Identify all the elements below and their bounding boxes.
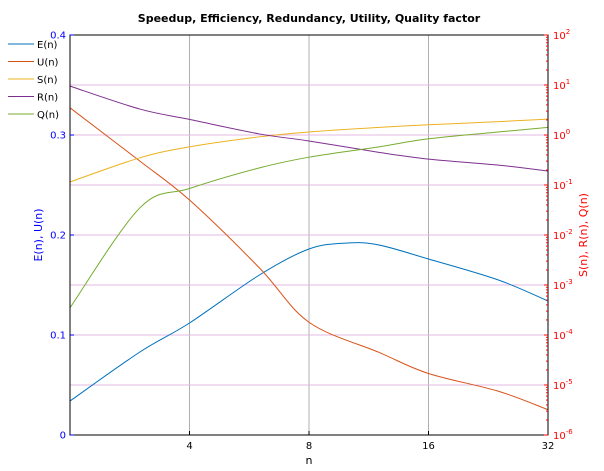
legend-label: S(n) [37, 75, 58, 86]
y-right-tick-label: 10-6 [553, 428, 573, 442]
series-layer [69, 85, 549, 411]
y-right-tick-label: 10-2 [553, 228, 573, 242]
y-axis-right: 10-6 10-5 10-4 10-3 10-2 10-1 100 101 102 [544, 28, 573, 442]
y-right-tick-label: 102 [553, 28, 570, 42]
y-right-tick-label: 10-3 [553, 278, 573, 292]
y-right-tick-label: 101 [553, 78, 570, 92]
series-line-q-n [69, 126, 549, 309]
y-right-tick-label: 10-4 [553, 328, 573, 342]
y-right-tick-label: 10-1 [553, 178, 573, 192]
legend-label: E(n) [37, 40, 58, 51]
x-tick-label: 4 [186, 441, 192, 452]
series-line-s-n [69, 118, 549, 183]
series-line-r-n [69, 85, 549, 172]
y-axis-right-label: S(n), R(n), Q(n) [577, 193, 590, 277]
series-line-u-n [69, 107, 549, 411]
legend-label: Q(n) [37, 110, 59, 121]
x-tick-label: 16 [422, 441, 435, 452]
x-tick-label: 32 [542, 441, 555, 452]
y-left-tick-label: 0 [60, 431, 66, 442]
y-axis-left-label: E(n), U(n) [32, 208, 45, 261]
y-left-tick-label: 0.3 [50, 131, 66, 142]
y-left-tick-label: 0.1 [50, 331, 66, 342]
legend: E(n) U(n) S(n) R(n) Q(n) [8, 40, 59, 121]
grid [70, 35, 548, 435]
y-left-tick-label: 0.4 [50, 31, 66, 42]
x-axis-label: n [306, 454, 313, 467]
series-line-e-n [69, 242, 549, 402]
y-left-tick-label: 0.2 [50, 231, 66, 242]
y-right-tick-label: 100 [553, 128, 570, 142]
legend-label: U(n) [37, 58, 59, 69]
chart-title: Speedup, Efficiency, Redundancy, Utility… [138, 12, 481, 25]
x-tick-label: 8 [306, 441, 312, 452]
y-right-tick-label: 10-5 [553, 378, 573, 392]
legend-label: R(n) [37, 93, 58, 104]
x-axis: 4 8 16 32 [186, 431, 554, 452]
y-axis-left: 0 0.1 0.2 0.3 0.4 [50, 31, 74, 442]
